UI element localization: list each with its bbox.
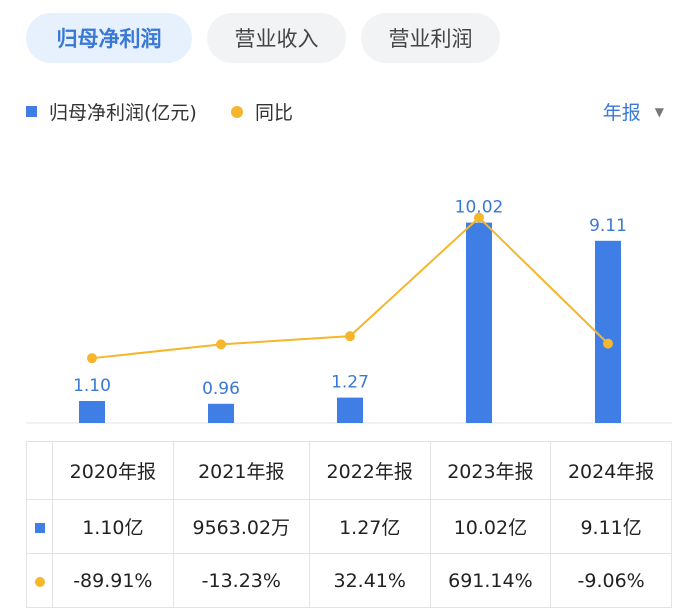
yoy-line-layer [87, 212, 613, 364]
legend-line-label: 同比 [255, 102, 294, 124]
table-cell: 10.02亿 [429, 499, 552, 554]
profit-chart: 1.10 0.96 1.27 10.02 9.11 [26, 198, 672, 424]
table-header-cell: 2020年报 [52, 441, 174, 500]
line-series-swatch [231, 105, 243, 118]
table-cell: 9563.02万 [172, 499, 310, 554]
table-row-yoy: -89.91% -13.23% 32.41% 691.14% -9.06% [26, 553, 672, 608]
legend-item-bar[interactable]: 归母净利润(亿元) [26, 98, 197, 125]
table-header-cell: 2022年报 [308, 441, 431, 500]
table-header-cell: 2024年报 [550, 441, 672, 500]
bar-series-square-icon [34, 522, 45, 533]
table-cell: 1.27亿 [308, 499, 431, 554]
bars-layer: 1.10 0.96 1.27 10.02 9.11 [73, 198, 627, 423]
table-header-cell: 2021年报 [172, 441, 310, 500]
yoy-point-2023年报[interactable] [474, 212, 484, 223]
caret-down-icon: ▼ [654, 104, 664, 119]
bar-2020年报[interactable] [79, 401, 105, 423]
tab-net-profit-attributable[interactable]: 归母净利润 [26, 13, 192, 63]
tab-operating-profit[interactable]: 营业利润 [361, 13, 500, 63]
table-cell: 9.11亿 [550, 499, 672, 554]
table-cell: -13.23% [172, 553, 310, 608]
bar-data-label: 10.02 [455, 198, 504, 218]
bar-series-swatch [26, 106, 37, 117]
tab-operating-revenue[interactable]: 营业收入 [207, 13, 346, 63]
metric-tabs: 归母净利润 营业收入 营业利润 [26, 13, 500, 63]
yoy-row-icon-cell [26, 553, 53, 608]
table-row-profit: 1.10亿 9563.02万 1.27亿 10.02亿 9.11亿 [26, 499, 672, 554]
data-table: 2020年报 2021年报 2022年报 2023年报 2024年报 1.10亿… [26, 441, 672, 608]
table-header-cell: 2023年报 [429, 441, 552, 500]
bar-2023年报[interactable] [466, 222, 492, 423]
table-cell: 32.41% [308, 553, 431, 608]
table-header-row: 2020年报 2021年报 2022年报 2023年报 2024年报 [26, 441, 672, 500]
bar-2021年报[interactable] [208, 403, 234, 423]
bar-data-label: 1.27 [331, 373, 369, 393]
bar-data-label: 9.11 [589, 216, 627, 236]
period-dropdown[interactable]: 年报 ▼ [603, 98, 664, 125]
bar-2024年报[interactable] [595, 240, 621, 423]
table-cell: -9.06% [550, 553, 672, 608]
table-cell: 691.14% [429, 553, 552, 608]
bar-data-label: 1.10 [73, 376, 111, 396]
profit-row-icon-cell [26, 499, 53, 554]
chart-legend: 归母净利润(亿元) 同比 年报 ▼ [26, 98, 674, 126]
legend-item-line[interactable]: 同比 [231, 98, 293, 125]
yoy-point-2021年报[interactable] [216, 339, 226, 350]
yoy-point-2024年报[interactable] [603, 338, 613, 349]
line-series-dot-icon [34, 576, 45, 587]
table-cell: 1.10亿 [52, 499, 174, 554]
table-corner-cell [26, 441, 53, 500]
bar-2022年报[interactable] [337, 397, 363, 423]
yoy-point-2020年报[interactable] [87, 353, 97, 364]
table-cell: -89.91% [52, 553, 174, 608]
period-dropdown-label: 年报 [602, 102, 641, 124]
yoy-point-2022年报[interactable] [345, 331, 355, 342]
bar-data-label: 0.96 [202, 379, 240, 399]
legend-bar-label: 归母净利润(亿元) [49, 102, 197, 124]
